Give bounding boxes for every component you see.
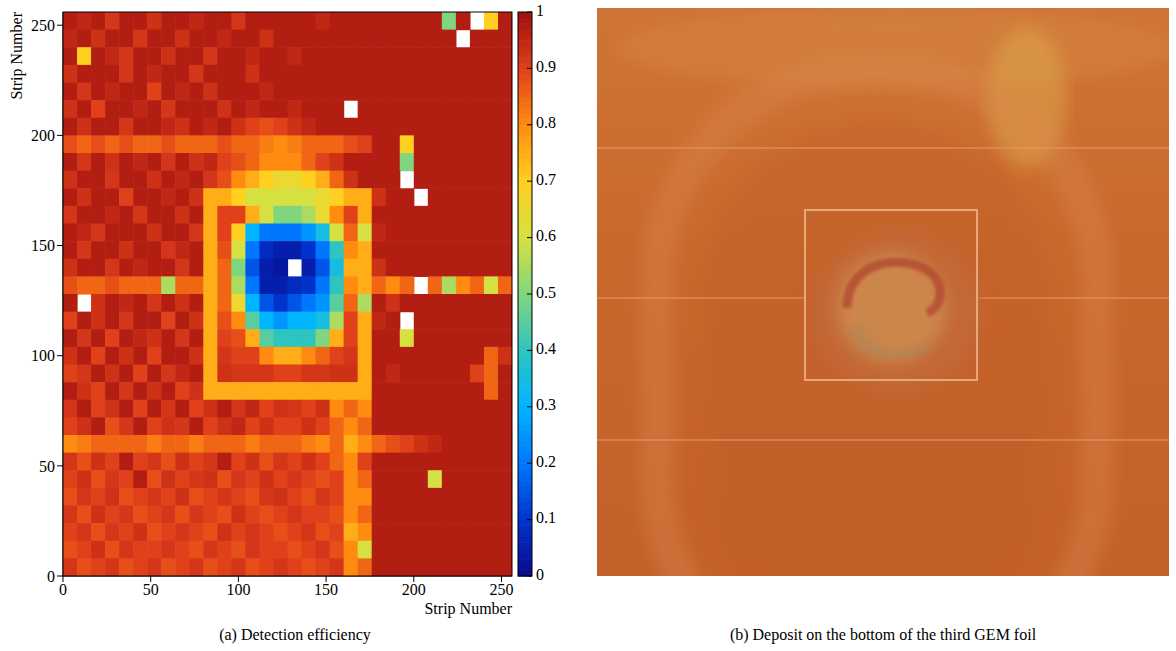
svg-text:100: 100: [31, 347, 55, 364]
svg-text:150: 150: [314, 581, 338, 598]
svg-text:0: 0: [536, 566, 544, 583]
svg-text:250: 250: [489, 581, 513, 598]
svg-text:0.1: 0.1: [536, 509, 556, 526]
svg-text:0.8: 0.8: [536, 114, 556, 131]
html-text:(a) Detection efficiency: (a) Detection efficiency: [219, 626, 371, 643]
svg-text:50: 50: [39, 458, 55, 475]
svg-text:0.7: 0.7: [536, 171, 556, 188]
svg-text:100: 100: [226, 581, 250, 598]
svg-text:0.2: 0.2: [536, 453, 556, 470]
html-text:(b) Deposit on the bottom of t: (b) Deposit on the bottom of the third G…: [729, 626, 1037, 643]
svg-text:0.4: 0.4: [536, 340, 556, 357]
svg-text:200: 200: [402, 581, 426, 598]
svg-text:150: 150: [31, 237, 55, 254]
svg-text:0.6: 0.6: [536, 227, 556, 244]
svg-text:Strip Number: Strip Number: [8, 11, 26, 99]
svg-text:0.5: 0.5: [536, 284, 556, 301]
svg-text:0: 0: [59, 581, 67, 598]
svg-text:0.9: 0.9: [536, 58, 556, 75]
svg-text:1: 1: [536, 2, 544, 19]
svg-text:50: 50: [143, 581, 159, 598]
svg-text:250: 250: [31, 17, 55, 34]
svg-text:Strip Number: Strip Number: [424, 600, 512, 618]
svg-text:0.3: 0.3: [536, 396, 556, 413]
svg-text:0: 0: [47, 568, 55, 585]
svg-text:200: 200: [31, 127, 55, 144]
